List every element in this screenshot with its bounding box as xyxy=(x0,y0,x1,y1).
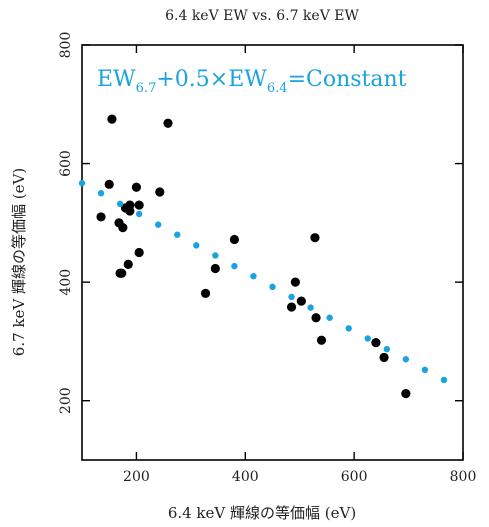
observed-point xyxy=(117,268,127,278)
model-point xyxy=(383,345,390,353)
y-tick-label: 600 xyxy=(58,150,74,177)
model-point xyxy=(345,325,352,332)
model-point xyxy=(250,273,257,280)
x-tick-label: 800 xyxy=(450,469,477,485)
observed-point xyxy=(401,389,411,399)
observed-point xyxy=(155,187,165,197)
annotation-sub-64: 6.4 xyxy=(267,81,288,96)
y-tick-label: 400 xyxy=(58,269,74,296)
observed-point xyxy=(290,277,300,287)
chart-title: 6.4 keV EW vs. 6.7 keV EW xyxy=(165,8,359,24)
data-points xyxy=(78,114,448,399)
x-tick-label: 400 xyxy=(232,469,259,485)
y-tick-label: 800 xyxy=(58,32,74,59)
model-point xyxy=(97,190,105,197)
observed-point xyxy=(311,313,321,323)
observed-point xyxy=(118,223,128,233)
observed-point xyxy=(286,302,297,312)
model-point xyxy=(174,231,181,238)
plot-frame xyxy=(81,44,464,461)
observed-point xyxy=(125,206,135,216)
annotation-end: =Constant xyxy=(288,67,407,92)
model-point xyxy=(212,252,219,259)
annotation-sub-67: 6.7 xyxy=(136,81,157,96)
x-tick-label: 600 xyxy=(341,469,368,485)
y-axis-title: 6.7 keV 輝線の等価幅 (eV) xyxy=(10,168,28,356)
model-point xyxy=(402,356,410,363)
observed-point xyxy=(210,263,220,274)
axes: 200 400 600 800 200 400 600 800 xyxy=(58,32,476,485)
observed-point xyxy=(131,182,142,192)
y-tick-label: 200 xyxy=(58,387,74,414)
annotation-ew-1: EW xyxy=(97,67,136,92)
model-point xyxy=(440,376,448,384)
observed-point xyxy=(96,212,106,222)
observed-point xyxy=(134,247,144,258)
observed-point xyxy=(371,338,381,348)
model-point xyxy=(193,242,200,249)
model-point xyxy=(135,210,143,218)
model-point xyxy=(326,314,333,321)
observed-point xyxy=(107,114,117,124)
model-equation-annotation: EW6.7+0.5×EW6.4=Constant xyxy=(97,67,407,96)
observed-point xyxy=(310,233,320,243)
observed-point xyxy=(134,200,144,210)
observed-point xyxy=(104,179,114,189)
model-point xyxy=(421,366,429,374)
x-tick-label: 200 xyxy=(123,469,150,485)
model-point xyxy=(269,283,276,291)
observed-point xyxy=(163,118,173,128)
model-point xyxy=(307,304,314,311)
observed-point xyxy=(296,296,306,306)
model-point xyxy=(364,335,371,342)
observed-point xyxy=(123,259,133,269)
model-point xyxy=(288,293,295,301)
annotation-mid: +0.5×EW xyxy=(156,67,267,92)
x-axis-title: 6.4 keV 輝線の等価幅 (eV) xyxy=(168,504,356,522)
observed-point xyxy=(200,288,211,299)
observed-point xyxy=(379,352,389,363)
model-point xyxy=(78,179,86,187)
model-point xyxy=(231,262,238,270)
observed-point xyxy=(316,335,327,345)
model-point xyxy=(116,200,124,208)
observed-point xyxy=(229,234,239,245)
model-point xyxy=(155,221,162,228)
